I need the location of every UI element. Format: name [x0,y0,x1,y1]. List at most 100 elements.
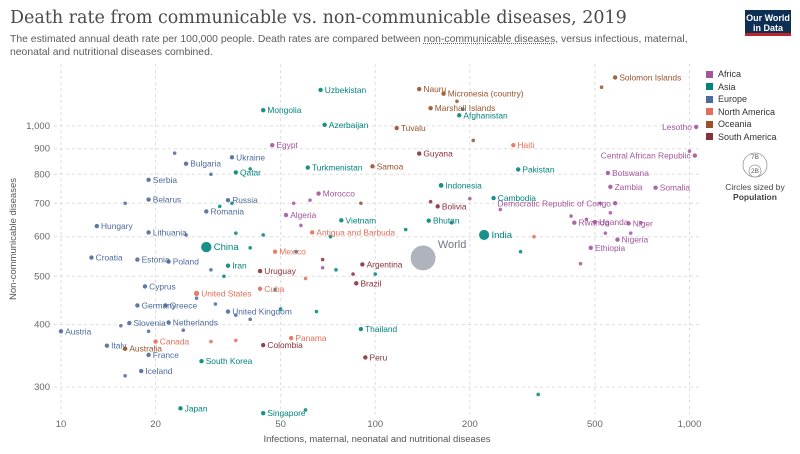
data-point[interactable] [234,231,238,235]
data-point-azerbaijan[interactable] [322,122,327,127]
data-point-italy[interactable] [104,343,110,348]
data-point-iceland[interactable] [139,368,144,374]
data-point-zambia[interactable] [608,184,613,190]
data-point-nauru[interactable] [417,86,422,92]
data-point-france[interactable] [146,352,151,358]
data-point[interactable] [598,201,603,206]
data-point[interactable] [320,257,325,262]
data-point-qatar[interactable] [233,170,239,175]
data-point[interactable] [599,85,604,90]
data-point-uganda[interactable] [592,219,598,225]
data-point[interactable] [194,296,199,300]
data-point[interactable] [569,214,573,218]
data-point-germany[interactable] [135,303,140,308]
data-point-mongolia[interactable] [261,107,266,113]
data-point-rwanda[interactable] [572,220,577,225]
data-point-south-korea[interactable] [199,359,204,364]
data-point-botswana[interactable] [605,170,611,176]
data-point-uzbekistan[interactable] [318,87,323,93]
data-point-austria[interactable] [58,329,64,334]
data-point-pakistan[interactable] [515,167,521,172]
legend-item-north-america[interactable]: North America [706,106,777,119]
data-point[interactable] [449,220,454,225]
data-point[interactable] [119,323,123,328]
data-point[interactable] [608,210,613,215]
data-point[interactable] [146,329,151,334]
data-point[interactable] [373,272,378,276]
data-point[interactable] [468,196,472,201]
data-point[interactable] [299,223,303,228]
data-point-afghanistan[interactable] [457,113,462,118]
data-point[interactable] [248,246,252,250]
data-point[interactable] [291,201,296,206]
data-point-croatia[interactable] [89,255,94,260]
data-point-algeria[interactable] [283,212,289,218]
data-point[interactable] [532,234,536,239]
data-point[interactable] [461,107,465,111]
data-point-panama[interactable] [288,335,294,341]
data-point-marshall-islands[interactable] [428,105,433,111]
data-point[interactable] [584,217,589,222]
data-point-somalia[interactable] [653,185,658,190]
data-point[interactable] [334,268,338,272]
data-point-world[interactable] [410,244,437,271]
data-point-egypt[interactable] [270,142,275,148]
data-point[interactable] [123,201,127,206]
data-point[interactable] [639,220,643,225]
data-point-turkmenistan[interactable] [305,165,310,170]
data-point[interactable] [308,198,312,202]
data-point[interactable] [230,201,234,206]
data-point-cambodia[interactable] [491,195,496,201]
subtitle-link-ncd[interactable]: non-communicable diseases [423,34,556,45]
data-point[interactable] [428,199,433,204]
data-point-lesotho[interactable] [693,124,699,130]
data-point-uruguay[interactable] [257,268,263,274]
data-point[interactable] [184,233,188,237]
data-point-haiti[interactable] [511,142,516,148]
data-point-hungary[interactable] [94,223,100,229]
data-point-cyprus[interactable] [142,284,148,289]
owid-logo[interactable]: Our World in Data [745,10,791,36]
data-point-belarus[interactable] [146,197,151,202]
data-point[interactable] [303,408,308,412]
data-point-estonia[interactable] [135,257,140,262]
data-point-china[interactable] [200,241,213,253]
data-point-tuvalu[interactable] [394,125,399,131]
data-point-japan[interactable] [178,406,183,411]
data-point[interactable] [234,338,238,343]
data-point-thailand[interactable] [358,326,364,332]
data-point-ethiopia[interactable] [588,245,593,251]
data-point[interactable] [172,151,177,155]
data-point[interactable] [209,172,213,177]
data-point[interactable] [248,317,252,322]
data-point-poland[interactable] [166,259,171,264]
data-point[interactable] [603,231,608,235]
data-point-lithuania[interactable] [146,230,151,235]
data-point[interactable] [303,276,308,281]
data-point-morocco[interactable] [316,191,321,196]
data-point[interactable] [294,249,298,254]
data-point[interactable] [213,302,218,306]
data-point-argentina[interactable] [360,262,365,267]
data-point-united-kingdom[interactable] [225,309,231,314]
data-point[interactable] [234,313,238,317]
data-point-democratic-republic-of-congo[interactable] [612,201,618,206]
data-point-colombia[interactable] [261,342,266,348]
data-point[interactable] [181,328,186,332]
data-point-micronesia-country-[interactable] [441,91,446,96]
data-point[interactable] [328,234,333,239]
data-point[interactable] [687,149,692,153]
data-point[interactable] [273,287,277,292]
data-point-bolivia[interactable] [435,204,440,209]
legend-item-europe[interactable]: Europe [706,93,777,106]
data-point[interactable] [471,138,476,143]
data-point-netherlands[interactable] [166,320,171,325]
data-point[interactable] [314,309,319,314]
data-point-brazil[interactable] [354,281,359,286]
data-point-guyana[interactable] [417,151,422,156]
data-point[interactable] [403,227,408,232]
data-point-bhutan[interactable] [426,218,431,223]
data-point-serbia[interactable] [146,177,151,182]
data-point[interactable] [123,374,127,378]
data-point-iran[interactable] [225,263,231,268]
